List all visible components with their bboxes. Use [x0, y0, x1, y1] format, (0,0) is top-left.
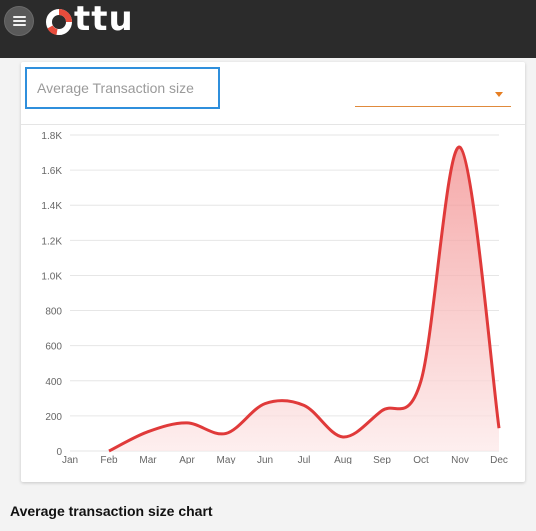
- y-tick-label: 1.8K: [41, 131, 62, 142]
- y-tick-label: 800: [45, 307, 62, 318]
- x-tick-label: Jul: [298, 455, 311, 464]
- x-tick-label: Nov: [451, 455, 469, 464]
- x-tick-label: Feb: [100, 455, 118, 464]
- hamburger-icon-line-2: [13, 20, 26, 22]
- y-tick-label: 200: [45, 412, 62, 423]
- x-tick-label: Oct: [413, 455, 429, 464]
- card-header: Average Transaction size: [21, 62, 525, 125]
- app-header: ttu: [0, 0, 536, 58]
- period-select[interactable]: [355, 86, 511, 107]
- area-chart: 0 200 400 600 800 1.0K 1.2K 1.4K 1.6K 1.8K Jan Feb…: [41, 131, 508, 464]
- series-area: [109, 147, 499, 452]
- y-tick-label: 1.2K: [41, 236, 62, 247]
- x-tick-label: Mar: [139, 455, 157, 464]
- y-tick-label: 400: [45, 377, 62, 388]
- y-tick-label: 600: [45, 342, 62, 353]
- chevron-down-icon: [495, 92, 503, 97]
- hamburger-icon-line-3: [13, 24, 26, 26]
- y-tick-label: 1.4K: [41, 201, 62, 212]
- ottu-logo[interactable]: ttu: [46, 0, 133, 42]
- y-tick-label: 0: [56, 447, 62, 458]
- x-tick-label: Aug: [334, 455, 352, 464]
- metric-label[interactable]: Average Transaction size: [25, 67, 220, 109]
- y-tick-label: 1.0K: [41, 271, 62, 282]
- y-tick-label: 1.6K: [41, 166, 62, 177]
- y-axis: 0 200 400 600 800 1.0K 1.2K 1.4K 1.6K 1.8K: [41, 131, 62, 458]
- data-points: [108, 147, 500, 452]
- x-axis: Jan Feb Mar Apr May Jun Jul Aug Sep Oct Nov Dec: [62, 455, 508, 464]
- x-tick-label: Jan: [62, 455, 78, 464]
- logo-ring-icon: [46, 9, 72, 35]
- menu-button[interactable]: [4, 6, 34, 36]
- x-tick-label: May: [217, 455, 236, 464]
- x-tick-label: Jun: [257, 455, 273, 464]
- figure-caption: Average transaction size chart: [10, 503, 213, 519]
- hamburger-icon-line-1: [13, 16, 26, 18]
- chart-card: Average Transaction size 0 200 400 600 800 1.…: [21, 62, 525, 482]
- logo-text: ttu: [74, 0, 134, 39]
- x-tick-label: Sep: [373, 455, 391, 464]
- x-tick-label: Dec: [490, 455, 508, 464]
- x-tick-label: Apr: [179, 455, 195, 464]
